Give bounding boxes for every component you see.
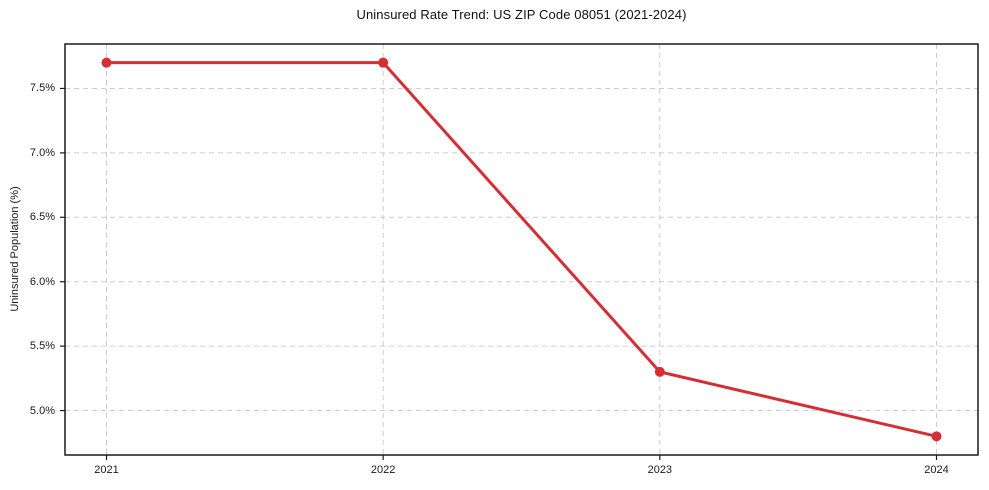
x-tick-label: 2022 xyxy=(370,464,396,476)
data-point-marker xyxy=(931,431,942,442)
x-tick-label: 2023 xyxy=(647,464,673,476)
plot-border xyxy=(64,43,979,456)
data-point-marker xyxy=(101,57,112,68)
x-tick-label: 2024 xyxy=(924,464,949,476)
y-tick-label: 6.5% xyxy=(29,211,55,224)
data-point-marker xyxy=(654,366,665,377)
y-tick-label: 6.0% xyxy=(29,275,55,288)
x-tick-label: 2021 xyxy=(94,464,119,476)
y-tick-label: 5.5% xyxy=(29,340,55,353)
data-point-marker xyxy=(378,57,389,68)
y-tick-label: 5.0% xyxy=(29,404,55,417)
y-tick-label: 7.5% xyxy=(29,82,55,95)
trend-line xyxy=(105,61,938,438)
y-tick-label: 7.0% xyxy=(29,146,55,159)
chart-title: Uninsured Rate Trend: US ZIP Code 08051 … xyxy=(356,7,687,22)
